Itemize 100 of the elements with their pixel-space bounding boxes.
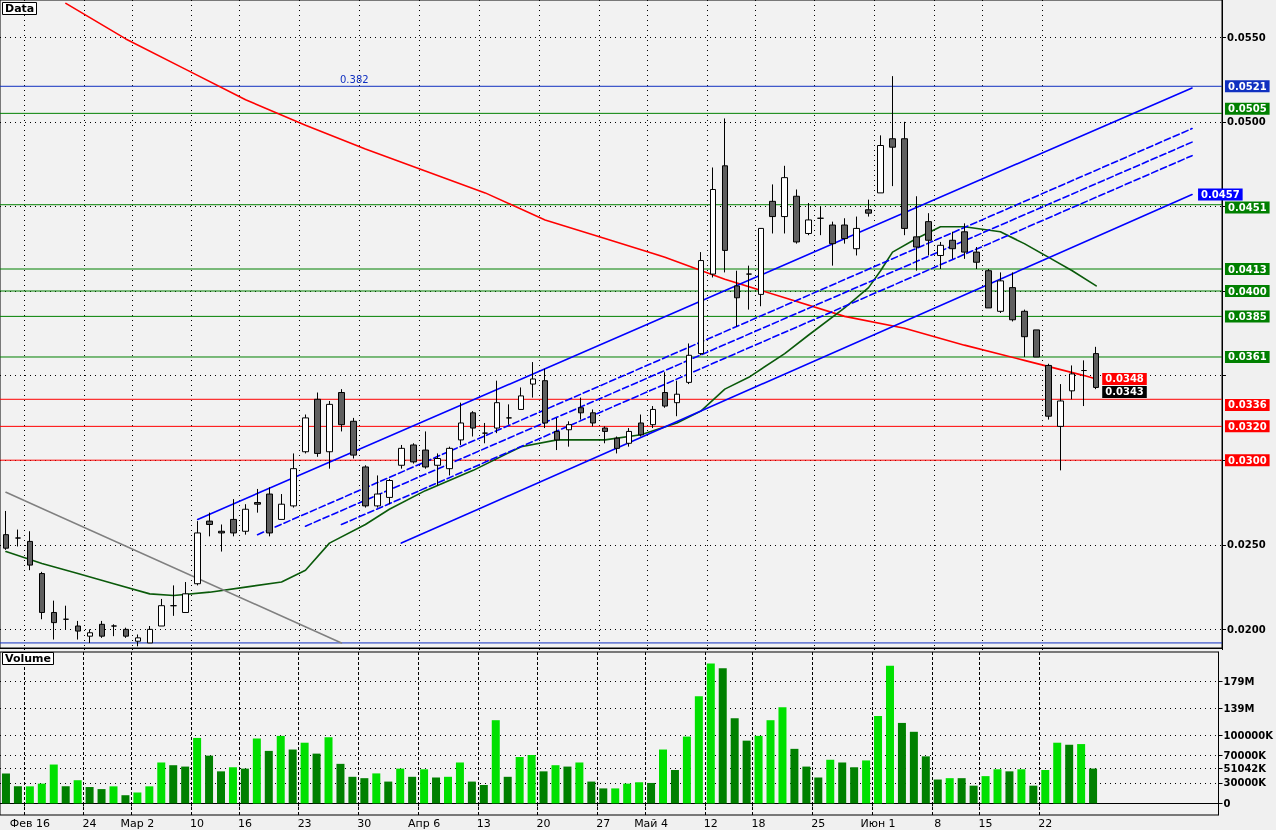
bar: [1, 773, 10, 804]
bar: [360, 778, 369, 804]
candlestick: [230, 498, 237, 537]
bar: [778, 707, 787, 804]
candlestick: [925, 212, 932, 256]
bar: [288, 749, 297, 804]
candlestick: [674, 380, 680, 417]
bar: [635, 782, 644, 804]
candlestick: [949, 231, 956, 260]
y-tick-label: 0.0500: [1227, 116, 1266, 128]
bar: [766, 720, 775, 804]
candlestick: [194, 520, 201, 586]
candlestick: [686, 342, 692, 385]
bar: [121, 795, 130, 804]
y-tick-label: 0.0550: [1227, 31, 1266, 43]
candlestick: [446, 446, 453, 476]
data-label: 0.0457: [1201, 189, 1240, 201]
candlestick: [1057, 383, 1064, 471]
bar: [109, 786, 118, 804]
candlestick: [877, 134, 884, 194]
bar: [181, 766, 190, 804]
candlestick: [470, 410, 476, 438]
candlestick: [985, 268, 992, 309]
candlestick: [554, 417, 560, 451]
bar: [336, 763, 345, 804]
ref-line-label: 0.0400: [1228, 285, 1267, 297]
bar: [467, 781, 476, 804]
bar: [575, 762, 584, 804]
candlestick: [1081, 359, 1087, 407]
bar: [862, 760, 871, 804]
candlestick: [769, 183, 776, 234]
candlestick: [590, 408, 596, 427]
chart-title: Volume: [5, 652, 51, 665]
bar: [145, 786, 154, 804]
bar: [659, 749, 668, 804]
x-tick-label: 27: [596, 817, 611, 830]
bar: [408, 776, 417, 804]
candlestick: [746, 265, 752, 311]
x-tick-label: 12: [703, 817, 718, 830]
bar: [563, 766, 572, 804]
candlestick: [1009, 271, 1016, 322]
candlestick: [374, 474, 381, 509]
candlestick: [362, 464, 369, 509]
annotation: 0.382: [340, 73, 369, 85]
chart-title: Data: [5, 2, 35, 15]
ref-line-label: 0.0361: [1228, 351, 1267, 363]
y-tick-label: 100000K: [1223, 729, 1275, 741]
bar: [240, 768, 249, 804]
candlestick: [973, 246, 980, 270]
bar: [169, 765, 178, 804]
bar: [742, 740, 751, 804]
bar: [49, 764, 58, 804]
bar: [420, 769, 429, 804]
bar: [945, 778, 954, 804]
data-label: 0.0348: [1105, 373, 1144, 385]
candlestick: [242, 503, 249, 536]
candlestick: [386, 478, 393, 505]
y-tick-label: 179M: [1223, 675, 1255, 687]
ref-line-label: 0.0521: [1228, 80, 1267, 92]
x-tick-label: 30: [357, 817, 372, 830]
candlestick: [434, 452, 441, 487]
bar: [981, 776, 990, 804]
x-tick-label: Май 4: [634, 817, 669, 830]
bar: [623, 783, 632, 804]
bar: [527, 754, 536, 804]
x-tick-label: Фев 16: [9, 817, 50, 830]
bar: [252, 738, 261, 804]
candlestick: [326, 400, 333, 470]
x-tick-label: 13: [476, 817, 491, 830]
candlestick: [530, 361, 536, 399]
x-tick-label: 15: [978, 817, 993, 830]
bar: [957, 778, 966, 804]
candlestick: [302, 414, 309, 454]
candlestick: [458, 402, 464, 446]
candlestick: [182, 581, 189, 613]
x-tick-label: 24: [82, 817, 97, 830]
bar: [718, 668, 727, 804]
ref-line-label: 0.0413: [1228, 263, 1267, 275]
candlestick: [410, 442, 417, 465]
candlestick: [518, 386, 524, 410]
x-tick-label: Апр 6: [407, 817, 441, 830]
x-tick-label: 20: [536, 817, 551, 830]
candlestick: [1033, 329, 1040, 358]
y-tick-label: 0.0200: [1227, 623, 1266, 635]
bar: [885, 665, 894, 804]
bar: [276, 735, 285, 804]
x-tick-label: 18: [751, 817, 766, 830]
bar: [611, 788, 620, 804]
bar: [1077, 744, 1086, 804]
bar: [193, 737, 202, 804]
candlestick: [1021, 309, 1028, 358]
ref-line-label: 0.0320: [1228, 420, 1267, 432]
candlestick: [829, 221, 836, 267]
candlestick: [398, 444, 405, 470]
candlestick: [734, 270, 740, 328]
candlestick: [841, 217, 848, 245]
y-tick-label: 51042K: [1223, 763, 1268, 775]
bar: [897, 722, 906, 804]
x-tick-label: 22: [1038, 817, 1053, 830]
bar: [1017, 769, 1026, 804]
